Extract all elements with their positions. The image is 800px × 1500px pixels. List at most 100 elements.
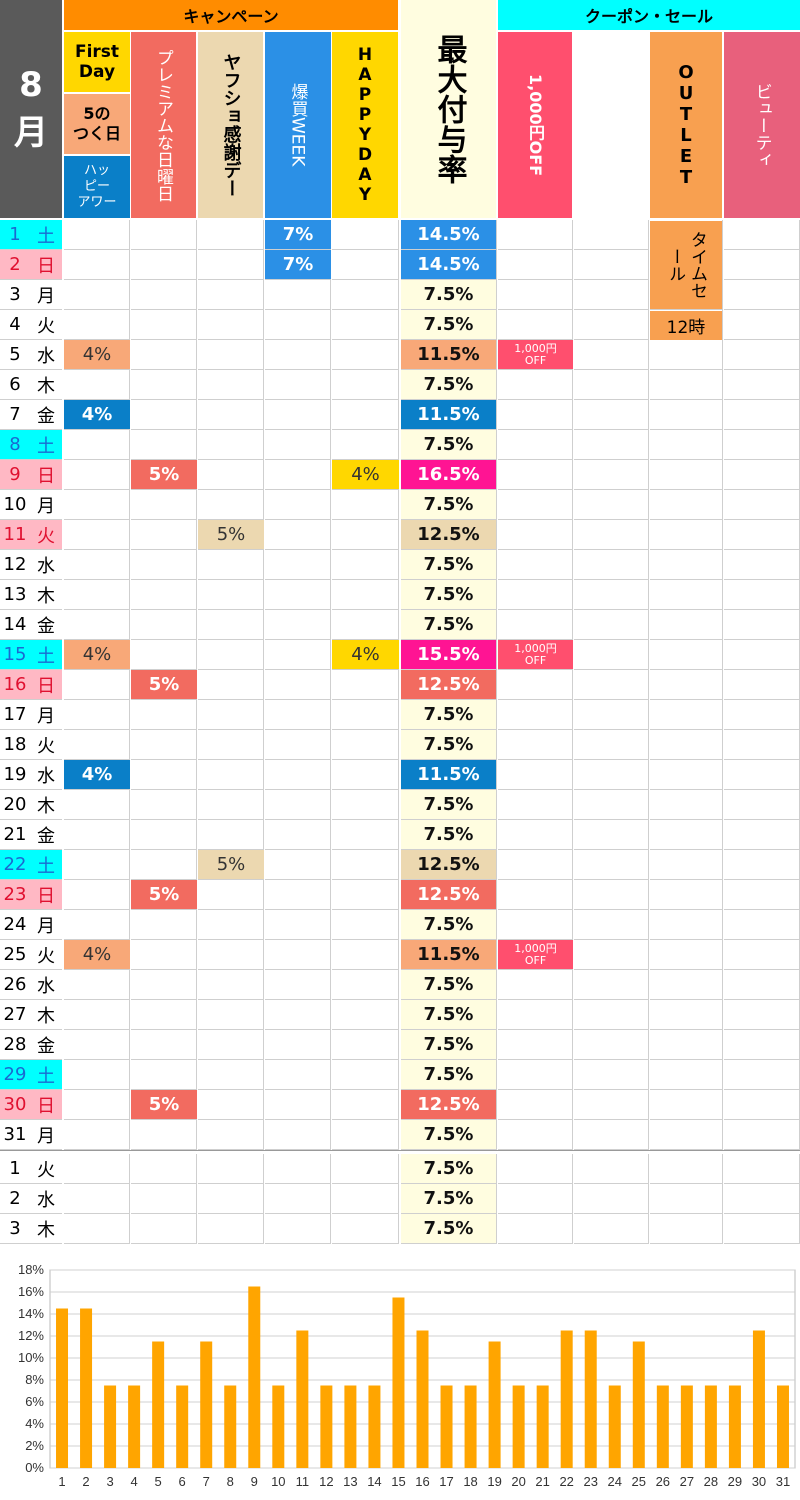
grid-cell: [498, 1120, 573, 1150]
grid-cell: [724, 760, 800, 790]
timesale-block: タイムセール: [650, 221, 722, 309]
month-separator: [0, 1150, 800, 1154]
y-tick-label: 2%: [25, 1438, 44, 1453]
grid-cell: [332, 370, 399, 400]
grid-cell: [131, 790, 197, 820]
rate-bar-chart: 0%2%4%6%8%10%12%14%16%18%1 2 3 4 5 6 7 8 9 10 11 12…: [18, 1262, 796, 1489]
bakugai-value: 7%: [265, 220, 331, 249]
grid-cell: [64, 820, 130, 850]
grid-cell: [64, 790, 130, 820]
grid-cell: [724, 520, 800, 550]
weekday: 水: [30, 760, 62, 790]
grid-cell: [724, 970, 800, 1000]
grid-cell: [265, 280, 331, 310]
coupon-1000yen-off: 1,000円 OFF: [498, 640, 573, 669]
grid-cell: [498, 250, 573, 280]
grid-cell: [64, 1030, 130, 1060]
month-number: 8: [19, 65, 43, 105]
grid-cell: [650, 340, 723, 370]
bakugai-value: 7%: [265, 250, 331, 279]
grid-cell: [650, 1060, 723, 1090]
grid-cell: [724, 940, 800, 970]
grid-cell: [265, 910, 331, 940]
grid-cell: [332, 580, 399, 610]
grid-cell: [574, 910, 649, 940]
weekday: 水: [30, 550, 62, 580]
grid-cell: [724, 400, 800, 430]
weekday: 木: [30, 370, 62, 400]
x-tick-label: 6: [179, 1474, 186, 1489]
day-number: 19: [0, 760, 30, 790]
grid-cell: [650, 430, 723, 460]
bar: [128, 1385, 141, 1468]
bar: [416, 1330, 429, 1468]
grid-cell: [498, 850, 573, 880]
grid-cell: [131, 490, 197, 520]
grid-cell: [574, 730, 649, 760]
grid-cell: [332, 340, 399, 370]
x-tick-label: 27: [680, 1474, 694, 1489]
column-firstday: First Day: [64, 32, 130, 92]
max-rate-value: 7.5%: [401, 610, 497, 639]
grid-cell: [650, 700, 723, 730]
max-rate-value: 7.5%: [401, 370, 497, 399]
grid-cell: [650, 1120, 723, 1150]
grid-cell: [724, 280, 800, 310]
x-tick-label: 22: [559, 1474, 573, 1489]
grid-cell: [650, 1154, 723, 1184]
grid-cell: [650, 790, 723, 820]
grid-cell: [650, 640, 723, 670]
grid-cell: [574, 490, 649, 520]
grid-cell: [131, 400, 197, 430]
grid-cell: [64, 1214, 130, 1244]
grid-cell: [574, 760, 649, 790]
grid-cell: [650, 970, 723, 1000]
max-rate-value: 7.5%: [401, 1214, 497, 1243]
bar: [464, 1385, 477, 1468]
y-tick-label: 8%: [25, 1372, 44, 1387]
month-label: 月: [14, 113, 48, 153]
grid-cell: [574, 1090, 649, 1120]
coupon-1000yen-off: 1,000円 OFF: [498, 340, 573, 369]
grid-cell: [64, 880, 130, 910]
grid-cell: [131, 220, 197, 250]
grid-cell: [131, 580, 197, 610]
grid-cell: [332, 280, 399, 310]
max-rate-value: 7.5%: [401, 550, 497, 579]
grid-cell: [650, 280, 723, 310]
grid-cell: [650, 460, 723, 490]
grid-cell: [64, 1154, 130, 1184]
column-happyday: HAPPYDAY: [332, 32, 398, 218]
grid-cell: [198, 490, 264, 520]
grid-cell: [498, 970, 573, 1000]
max-rate-value: 16.5%: [401, 460, 497, 489]
day-number: 3: [0, 1214, 30, 1244]
max-rate-value: 7.5%: [401, 280, 497, 309]
grid-cell: [198, 1154, 264, 1184]
calendar-grid: 1 土 7% 14.5% 2 日 7% 14.5% 3 月 7.5% 4 火 7.5% 5 水 4% 11.5% 1…: [0, 220, 800, 1250]
grid-cell: [724, 610, 800, 640]
bar: [656, 1385, 669, 1468]
month-cell: 8 月: [0, 0, 62, 218]
day-number: 12: [0, 550, 30, 580]
grid-cell: [131, 1154, 197, 1184]
grid-cell: [64, 460, 130, 490]
max-rate-value: 12.5%: [401, 880, 497, 909]
weekday: 木: [30, 1000, 62, 1030]
weekday: 月: [30, 700, 62, 730]
grid-cell: [498, 430, 573, 460]
grid-cell: [724, 730, 800, 760]
max-rate-value: 14.5%: [401, 250, 497, 279]
grid-cell: [265, 1184, 331, 1214]
grid-cell: [332, 610, 399, 640]
grid-cell: [574, 430, 649, 460]
grid-cell: [724, 850, 800, 880]
bar: [80, 1308, 93, 1468]
grid-cell: [332, 490, 399, 520]
yashoku-value: 5%: [198, 850, 264, 879]
grid-cell: [574, 250, 649, 280]
timesale-time: 12時: [650, 311, 722, 340]
grid-cell: [574, 460, 649, 490]
bar: [248, 1286, 261, 1468]
grid-cell: [724, 430, 800, 460]
